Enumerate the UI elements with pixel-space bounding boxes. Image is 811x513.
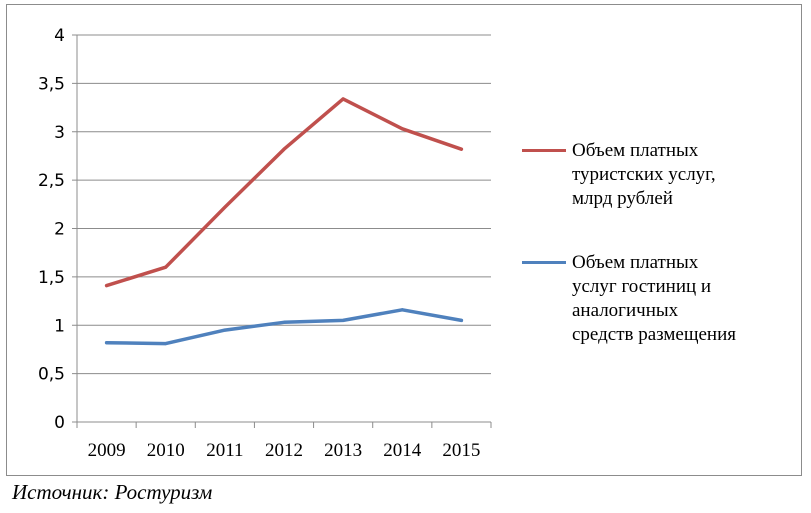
legend-label-tourist-services: Объем платных туристских услуг, млрд руб… xyxy=(572,139,792,211)
legend-text-line: Объем платных xyxy=(572,140,699,161)
series-line-hotel-services xyxy=(104,308,464,346)
legend-text-line: Объем платных xyxy=(572,252,699,273)
legend-text-line: аналогичных xyxy=(572,300,679,321)
series-lines xyxy=(104,97,464,346)
y-tick-label: 3 xyxy=(54,123,65,143)
legend-text-line: услуг гостиниц и xyxy=(572,276,712,297)
line-chart: 00,511,522,533,54 2009 2010 2011 2012 2013 20… xyxy=(38,26,492,461)
gridlines xyxy=(72,34,491,423)
x-tick-label: 2009 xyxy=(88,440,126,461)
data-point xyxy=(341,97,345,101)
legend-swatch-blue xyxy=(522,261,566,264)
data-point xyxy=(105,284,109,288)
data-point xyxy=(400,127,404,131)
y-tick-labels: 0 0,5 1 1,5 2 2,5 3 3,5 4 xyxy=(38,26,65,433)
legend-item-tourist-services: Объем платных туристских услуг, млрд руб… xyxy=(522,139,792,211)
data-point xyxy=(223,328,227,332)
data-point xyxy=(459,318,463,322)
axes xyxy=(76,35,492,428)
data-point xyxy=(282,147,286,151)
y-tick-label: 2 xyxy=(54,220,65,240)
x-tick-label: 2010 xyxy=(147,440,185,461)
y-tick-label: 3,5 xyxy=(38,74,65,94)
x-tick-label: 2013 xyxy=(324,440,362,461)
legend-label-hotel-services: Объем платных услуг гостиниц и аналогичн… xyxy=(572,251,792,347)
y-tick-label: 1 xyxy=(54,316,65,336)
data-point xyxy=(459,147,463,151)
chart-frame: 0 0,5 1 1,5 2 2,5 3 3,5 4 2009 2010 2011 2012 2013 20… xyxy=(6,4,802,476)
data-point xyxy=(105,341,109,345)
x-tick-labels: 2009 2010 2011 2012 2013 2014 2015 xyxy=(88,440,481,461)
legend-text-line: средств размещения xyxy=(572,324,737,345)
y-tick-label: 0 xyxy=(54,413,65,433)
x-tick-label: 2011 xyxy=(206,440,243,461)
legend-swatch-red xyxy=(522,149,566,152)
y-tick-label: 0,5 xyxy=(38,365,65,385)
legend-item-hotel-services: Объем платных услуг гостиниц и аналогичн… xyxy=(522,251,792,347)
x-tick-label: 2012 xyxy=(265,440,303,461)
x-tick-label: 2014 xyxy=(383,440,422,461)
data-point xyxy=(341,318,345,322)
legend-text-line: туристских услуг, xyxy=(572,164,716,185)
data-point xyxy=(282,320,286,324)
data-point xyxy=(223,205,227,209)
legend-text-line: млрд рублей xyxy=(572,188,673,209)
y-tick-label: 4 xyxy=(54,26,65,46)
y-tick-label: 2,5 xyxy=(38,171,65,191)
data-point xyxy=(164,342,168,346)
data-point xyxy=(164,265,168,269)
x-tick-label: 2015 xyxy=(442,440,480,461)
data-point xyxy=(400,308,404,312)
series-line-tourist-services xyxy=(104,97,464,288)
source-note: Источник: Ростуризм xyxy=(12,480,213,504)
y-tick-label: 1,5 xyxy=(38,268,65,288)
